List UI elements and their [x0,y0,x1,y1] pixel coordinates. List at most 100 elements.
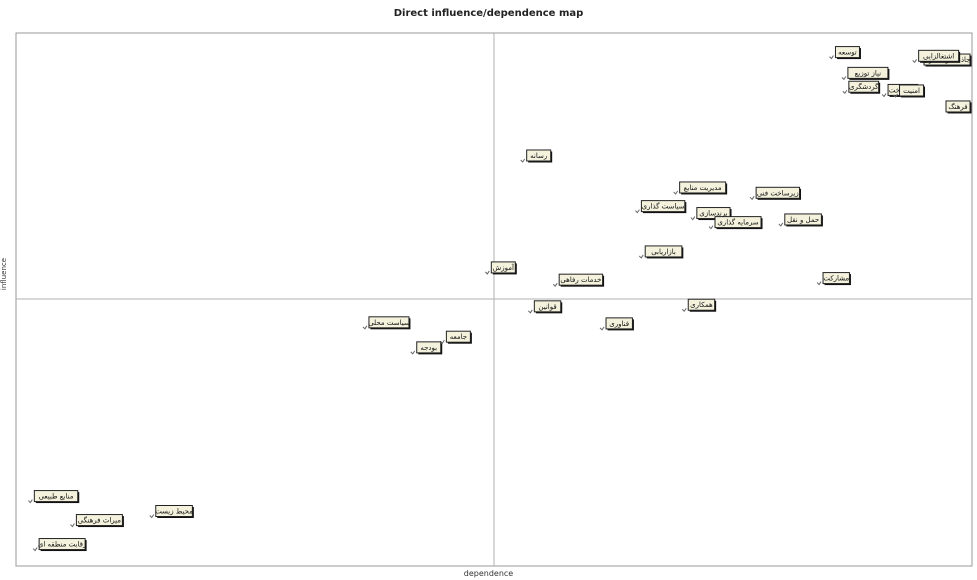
point-label-box [605,317,633,330]
data-point-group: حمل و نقل [778,213,823,227]
point-label: مدیریت منابع [684,184,722,192]
data-point-group: زیرساخت فنی [749,186,802,201]
point-label-box [640,200,686,213]
data-point-group: محیط زیست [149,504,194,519]
point-label-box [75,514,123,527]
data-point-marker [638,254,644,259]
point-label: توسعه [838,49,857,57]
point-label-box [445,330,471,343]
data-point-group: فرهنگ [945,100,972,114]
point-label-box [533,300,562,313]
point-label-box [368,316,410,329]
data-point-marker [816,281,822,286]
data-point-group: رقابت منطقه ای [32,538,87,552]
data-point-group: بودجه [410,341,443,355]
chart-title: Direct influence/dependence map [393,8,584,19]
point-label: رسانه [530,152,547,160]
data-point-group: منابع طبیعی [27,490,80,504]
x-axis-label: dependence [463,569,514,578]
point-label: همکاری [690,301,713,309]
point-label: آموزش [493,263,515,272]
point-label: حمل و نقل [787,216,819,224]
data-point-marker [362,325,368,330]
point-label: نیاز توزیع [855,69,881,77]
point-label: اشتغالزایی [923,52,954,60]
point-label: رقابت منطقه ای [38,541,86,549]
point-label: گردشگری [849,82,879,91]
data-point-group: مشارکت [816,272,851,286]
data-point-group: توسعه [829,46,861,60]
point-label: سیاست محلی [368,319,410,327]
point-label-box [33,490,79,503]
data-point-marker [842,89,848,95]
point-label: منابع طبیعی [39,493,74,501]
point-label-box [899,84,925,97]
point-label-box [834,46,860,59]
point-label: خدمات رفاهی [560,276,601,284]
point-label-box [687,298,716,311]
data-point-group: برندسازی [690,207,732,221]
data-point-group: گردشگری [842,80,881,95]
data-point-marker [893,93,898,98]
data-point-group: خدمات رفاهی [552,273,605,287]
point-label: میراث فرهنگی [78,516,121,525]
data-point-marker [881,93,887,98]
point-label: بودجه [420,344,437,352]
point-label-box [644,245,683,258]
point-label: سرمایه گذاری [717,218,758,227]
point-label-box [755,186,801,199]
point-label-box [38,538,86,551]
data-point-marker [410,350,416,355]
point-label: قوانین [538,303,556,311]
data-point-marker [149,514,155,519]
point-label-box [714,216,762,229]
point-label-box [490,261,516,274]
data-point-marker [27,499,33,504]
data-point-group: آموزش [484,261,517,275]
point-label-box [784,213,822,226]
data-point-marker [912,59,918,64]
data-point-marker [778,222,784,227]
data-point-group: سرمایه گذاری [708,216,763,230]
point-label-box [155,504,193,517]
point-label: زیرساخت فنی [757,189,799,197]
point-label: برندسازی [699,210,727,218]
data-point-group: رسانه [520,149,553,163]
data-point-marker [552,282,558,287]
data-point-marker [70,523,75,528]
data-point-marker [673,190,679,195]
point-label-box [679,181,727,194]
point-label: فرهنگ [948,102,967,111]
point-label: بازاریابی [651,248,676,256]
data-point-group: همکاری [681,298,717,313]
point-label-box [416,341,442,354]
data-point-marker [841,76,847,81]
data-point-group: قوانین [527,300,563,314]
data-point-group: نیاز توزیع [841,66,890,81]
point-label-box [848,80,880,93]
data-point-marker [708,225,714,230]
data-point-group: مدیریت منابع [673,181,728,195]
data-point-marker [829,55,834,60]
data-point-group: اشتغالزایی [912,49,961,64]
point-label: سیاست گذاری [642,202,685,211]
data-point-marker [635,209,640,214]
data-point-group: امنیت [893,84,926,98]
point-label-box [847,66,889,79]
point-label: جامعه [450,333,467,341]
point-label-box [918,49,960,62]
data-point-marker [749,196,755,201]
data-point-group: فناوری [599,317,634,331]
data-point-marker [681,307,687,313]
point-label-box [822,272,850,285]
point-label: فناوری [609,320,629,328]
point-label: امنیت [903,87,920,95]
point-label: مشارکت [823,275,849,283]
point-label-box [526,149,552,162]
point-label: محیط زیست [155,507,193,515]
data-point-marker [484,270,490,275]
data-point-group: سیاست محلی [362,316,411,330]
data-point-group: میراث فرهنگی [70,514,124,528]
